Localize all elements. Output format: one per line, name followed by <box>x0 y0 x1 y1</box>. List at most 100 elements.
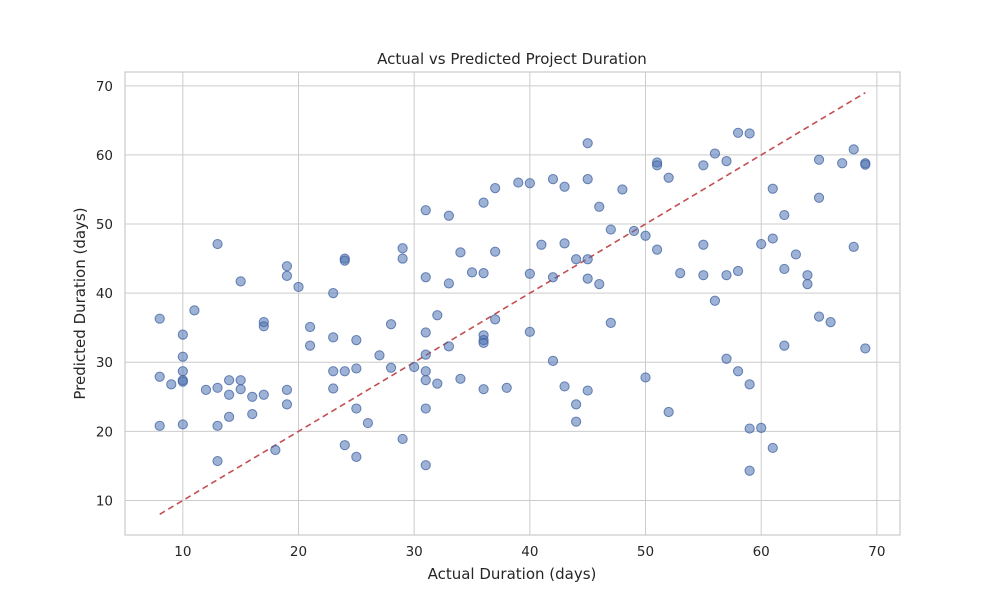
data-point <box>732 127 744 138</box>
y-tick-label: 60 <box>96 148 113 164</box>
data-point <box>177 366 188 377</box>
data-point <box>339 255 350 266</box>
data-point <box>235 375 246 386</box>
x-tick-label: 60 <box>753 544 770 560</box>
data-point <box>154 371 165 382</box>
data-point <box>582 138 593 149</box>
data-point <box>813 311 825 322</box>
data-point <box>756 422 767 433</box>
data-point <box>790 249 801 260</box>
data-point <box>328 288 339 299</box>
x-tick-label: 50 <box>637 544 654 560</box>
data-point <box>559 238 570 249</box>
data-point <box>547 355 559 366</box>
data-point <box>524 178 535 189</box>
data-point <box>651 244 663 255</box>
x-tick-label: 30 <box>406 544 423 560</box>
data-point <box>779 209 790 221</box>
data-point <box>328 366 339 377</box>
data-point <box>698 239 709 250</box>
data-point <box>443 210 454 221</box>
data-point <box>351 363 362 374</box>
plot-frame <box>124 71 901 536</box>
data-point <box>478 267 489 279</box>
data-point <box>767 442 778 454</box>
data-point <box>247 408 258 420</box>
data-point <box>756 238 767 250</box>
x-axis-ticks: 10 20 30 40 50 60 70 <box>174 544 885 560</box>
data-point <box>605 317 616 328</box>
data-point <box>154 313 165 324</box>
chart-title: Actual vs Predicted Project Duration <box>377 50 647 68</box>
data-point <box>420 327 431 338</box>
y-tick-label: 20 <box>96 424 113 440</box>
data-point <box>397 253 408 264</box>
data-point <box>397 433 408 445</box>
data-point <box>385 319 397 330</box>
data-point <box>802 270 813 281</box>
x-axis-label: Actual Duration (days) <box>428 565 597 583</box>
data-point <box>420 460 431 471</box>
data-point <box>420 205 431 216</box>
data-point <box>328 383 339 394</box>
data-point <box>744 379 755 390</box>
data-point <box>582 273 593 284</box>
data-point <box>860 159 871 170</box>
data-point <box>258 389 269 400</box>
data-point <box>582 254 593 265</box>
data-point <box>571 254 582 265</box>
data-point <box>594 201 605 212</box>
data-point <box>651 160 663 171</box>
data-point <box>744 465 755 476</box>
data-point <box>177 351 188 362</box>
perfect-prediction-line <box>159 92 866 515</box>
data-point <box>779 263 790 275</box>
data-point <box>443 341 454 352</box>
data-point <box>709 148 721 159</box>
data-point <box>224 389 235 400</box>
data-point <box>605 224 616 235</box>
data-point <box>767 183 778 194</box>
data-point <box>328 332 339 343</box>
data-point <box>397 243 408 254</box>
data-point <box>744 128 755 139</box>
data-point <box>582 174 593 185</box>
data-point <box>594 279 605 290</box>
y-tick-label: 50 <box>96 217 113 233</box>
data-point <box>177 419 188 430</box>
data-point <box>304 340 316 351</box>
data-point <box>744 423 755 434</box>
data-point <box>732 366 744 377</box>
data-point <box>339 440 350 451</box>
data-point <box>490 182 501 194</box>
data-point <box>813 192 825 203</box>
y-tick-label: 30 <box>96 355 113 371</box>
data-point <box>212 382 223 393</box>
data-point <box>420 366 431 377</box>
data-point <box>200 384 212 395</box>
data-point <box>698 270 709 281</box>
data-point <box>235 276 246 287</box>
data-point <box>281 270 293 281</box>
data-point <box>177 376 188 387</box>
data-point <box>547 174 559 185</box>
data-point <box>304 321 316 333</box>
data-point <box>212 238 223 250</box>
data-point <box>351 403 362 414</box>
data-point <box>848 241 859 252</box>
x-tick-label: 20 <box>290 544 307 560</box>
data-point <box>385 362 397 373</box>
data-point <box>571 416 582 427</box>
data-point <box>455 247 466 258</box>
data-point <box>709 295 721 306</box>
data-point <box>663 406 674 418</box>
x-tick-label: 10 <box>174 544 191 560</box>
data-point <box>675 267 686 279</box>
data-point <box>501 382 512 393</box>
data-point <box>813 154 825 165</box>
data-point <box>177 329 188 340</box>
data-point <box>247 391 258 402</box>
data-point <box>490 314 501 325</box>
data-point <box>571 399 582 410</box>
